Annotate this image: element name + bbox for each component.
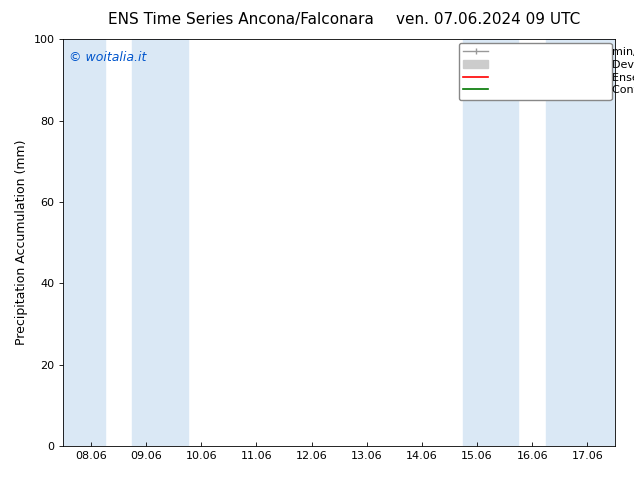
Bar	[463, 39, 519, 446]
Y-axis label: Precipitation Accumulation (mm): Precipitation Accumulation (mm)	[15, 140, 28, 345]
Bar	[133, 39, 188, 446]
Text: ENS Time Series Ancona/Falconara: ENS Time Series Ancona/Falconara	[108, 12, 374, 27]
Bar	[546, 39, 615, 446]
Text: ven. 07.06.2024 09 UTC: ven. 07.06.2024 09 UTC	[396, 12, 580, 27]
Text: © woitalia.it: © woitalia.it	[69, 51, 146, 64]
Legend: min/max, Deviazione standard, Ensemble mean run, Controll run: min/max, Deviazione standard, Ensemble m…	[459, 43, 612, 100]
Bar	[63, 39, 105, 446]
